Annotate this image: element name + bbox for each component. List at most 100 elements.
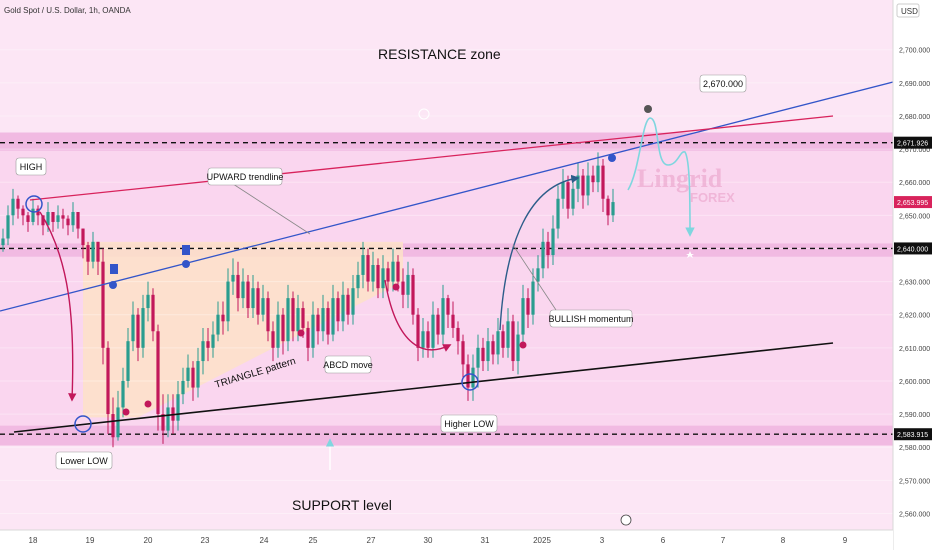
- candle-body: [206, 341, 210, 348]
- candle-body: [446, 298, 450, 315]
- candle-body: [361, 255, 365, 275]
- candle-body: [381, 268, 385, 289]
- candle-body: [436, 314, 440, 335]
- price-axis-background: [893, 0, 932, 550]
- price-tick-label: 2,680.000: [899, 114, 930, 121]
- price-tick-label: 2,580.000: [899, 445, 930, 452]
- lower-low-label: Lower LOW: [55, 451, 113, 470]
- time-axis-background: [0, 530, 893, 550]
- candle-body: [126, 341, 130, 381]
- candle-body: [486, 341, 490, 362]
- candle-body: [536, 268, 540, 282]
- candle-body: [386, 268, 390, 282]
- candle-body: [266, 298, 270, 332]
- candle-body: [431, 314, 435, 348]
- candles: [1, 152, 615, 448]
- candle-body: [311, 314, 315, 348]
- watermark-line1: Lingrid: [637, 164, 723, 193]
- candle-body: [516, 334, 520, 362]
- time-tick-label: 8: [781, 536, 786, 545]
- arrow-flag: [110, 264, 118, 274]
- star-icon: [686, 251, 694, 258]
- candle-body: [156, 331, 160, 415]
- candle-body: [186, 367, 190, 381]
- candle-body: [541, 241, 545, 269]
- candle-body: [581, 175, 585, 196]
- swing-dot: [519, 341, 527, 349]
- candle-body: [326, 308, 330, 335]
- currency-badge: USD: [901, 7, 918, 16]
- price-tick-label: 2,560.000: [899, 511, 930, 518]
- candle-body: [11, 198, 15, 216]
- candle-body: [6, 215, 10, 239]
- swing-dot: [297, 329, 305, 337]
- trendline-touch-dot: [109, 281, 117, 289]
- candle-body: [261, 298, 265, 315]
- candle-body: [181, 380, 185, 395]
- candle-body: [226, 281, 230, 322]
- candle-body: [606, 198, 610, 216]
- candle-body: [571, 188, 575, 209]
- price-label-text: 2,583.915: [897, 432, 928, 439]
- candle-body: [531, 281, 535, 315]
- candle-body: [246, 281, 250, 309]
- high-circle: [25, 195, 43, 213]
- time-tick-label: 3: [600, 536, 605, 545]
- currency-badge-box[interactable]: [896, 3, 920, 18]
- candle-body: [61, 215, 65, 219]
- candle-body: [81, 228, 85, 246]
- candle-body: [426, 331, 430, 348]
- time-tick-label: 27: [367, 536, 376, 545]
- price-tick-label: 2,630.000: [899, 280, 930, 287]
- candle-body: [16, 198, 20, 209]
- candle-body: [371, 265, 375, 282]
- price-tick-label: 2,600.000: [899, 379, 930, 386]
- abcd-move-label-box: [324, 355, 372, 374]
- candle-body: [471, 367, 475, 388]
- candle-body: [501, 331, 505, 348]
- markers: [25, 105, 694, 526]
- support-level-label: SUPPORT level: [292, 497, 392, 513]
- swing-dot: [392, 283, 400, 291]
- candle-body: [211, 334, 215, 348]
- trendline-touch-dot: [182, 260, 190, 268]
- price-tick-label: 2,610.000: [899, 346, 930, 353]
- candle-body: [336, 298, 340, 322]
- candle-body: [286, 298, 290, 342]
- candle-body: [331, 298, 335, 335]
- abcd-move-label-text: ABCD move: [323, 360, 373, 370]
- upward-trendline-label-text: UPWARD trendline: [207, 172, 284, 182]
- candle-body: [251, 288, 255, 309]
- time-tick-label: 19: [86, 536, 95, 545]
- watermark-line2: FOREX: [690, 190, 735, 205]
- candle-body: [456, 327, 460, 342]
- time-tick-label: 7: [721, 536, 726, 545]
- upward-trendline-label-box: [207, 167, 283, 186]
- time-axis-ticks: 18 19 20 23 24 25 27 30 31 2025 3 6 7 8 9: [29, 536, 848, 545]
- candle-body: [376, 265, 380, 289]
- candle-body: [391, 261, 395, 282]
- candle-body: [201, 341, 205, 362]
- candle-body: [71, 212, 75, 226]
- candle-body: [506, 321, 510, 348]
- candle-body: [96, 241, 100, 262]
- upward-trendline-pointer: [229, 181, 311, 235]
- candle-body: [491, 341, 495, 355]
- time-tick-label: 9: [843, 536, 848, 545]
- candle-body: [351, 288, 355, 315]
- candle-body: [301, 308, 305, 328]
- arrow-flag: [182, 245, 190, 255]
- candle-body: [141, 308, 145, 348]
- higher-low-circle: [461, 373, 479, 391]
- candle-body: [596, 165, 600, 183]
- candle-body: [316, 314, 320, 332]
- price-tick-label: 2,570.000: [899, 478, 930, 485]
- candle-body: [461, 341, 465, 365]
- time-tick-label: 30: [424, 536, 433, 545]
- candle-body: [511, 321, 515, 362]
- higher-low-label: Higher LOW: [440, 414, 498, 433]
- candle-body: [26, 215, 30, 222]
- candle-body: [216, 314, 220, 335]
- bullish-momentum-label: BULLISH momentum: [548, 309, 634, 328]
